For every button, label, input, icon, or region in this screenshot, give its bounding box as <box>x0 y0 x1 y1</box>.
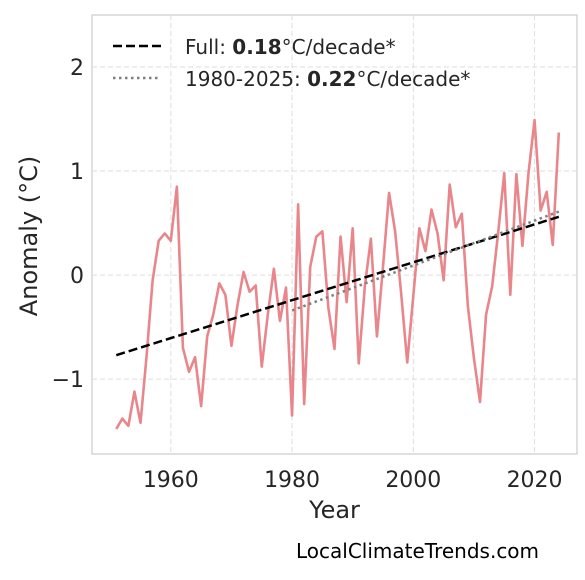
legend-recent-suffix: °C/decade* <box>356 67 470 91</box>
grid <box>92 15 577 454</box>
legend-recent-prefix: 1980-2025: <box>185 67 307 91</box>
legend-full-value: 0.18 <box>232 35 281 59</box>
legend-full-suffix: °C/decade* <box>282 35 396 59</box>
x-tick-label: 2000 <box>385 468 441 493</box>
site-credit: LocalClimateTrends.com <box>296 539 540 563</box>
y-tick-label: −1 <box>52 368 84 393</box>
x-tick-label: 1960 <box>143 468 199 493</box>
y-tick-label: 2 <box>70 56 84 81</box>
x-tick-label: 1980 <box>264 468 320 493</box>
y-tick-label: 1 <box>70 160 84 185</box>
series-group <box>115 118 561 430</box>
legend-label-full: Full: 0.18°C/decade* <box>185 35 396 59</box>
legend-full-prefix: Full: <box>185 35 232 59</box>
legend-label-recent: 1980-2025: 0.22°C/decade* <box>185 67 470 91</box>
x-axis-label: Year <box>308 496 360 524</box>
x-tick-label: 2020 <box>507 468 563 493</box>
tick-labels: 1960 1980 2000 2020 −1 0 1 2 <box>52 56 563 493</box>
legend: Full: 0.18°C/decade* 1980-2025: 0.22°C/d… <box>113 35 470 91</box>
legend-recent-value: 0.22 <box>307 67 356 91</box>
y-axis-label: Anomaly (°C) <box>15 156 43 316</box>
y-tick-label: 0 <box>70 264 84 289</box>
